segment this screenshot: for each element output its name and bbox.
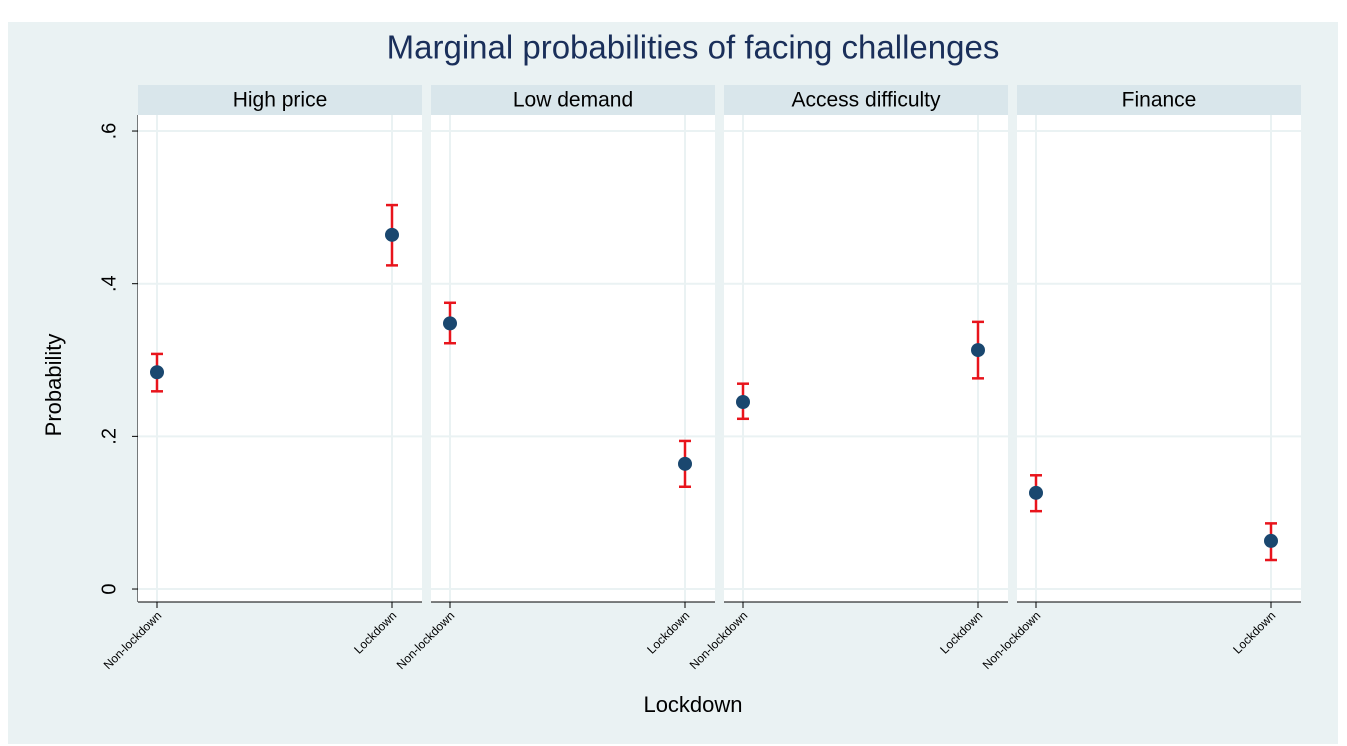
strip <box>1017 85 1301 115</box>
y-tick-label: 0 <box>98 583 120 594</box>
y-axis-title: Probability <box>41 334 66 437</box>
x-axis-title: Lockdown <box>643 692 742 717</box>
panel-title: High price <box>233 89 328 112</box>
point <box>443 316 457 331</box>
panel-title: Low demand <box>513 89 633 112</box>
point <box>736 395 750 410</box>
plot-area <box>724 115 1008 602</box>
y-tick-label: .4 <box>98 275 120 292</box>
point <box>971 343 985 358</box>
point <box>678 456 692 471</box>
plot-area <box>431 115 715 602</box>
y-tick-label: .2 <box>98 428 120 445</box>
point <box>1029 485 1043 500</box>
strip <box>724 85 1008 115</box>
panel-title: Finance <box>1122 89 1197 112</box>
strip <box>431 85 715 115</box>
plot-area <box>138 115 422 602</box>
plot-area <box>1017 115 1301 602</box>
point <box>385 227 399 242</box>
y-tick-label: .6 <box>98 123 120 140</box>
point <box>150 365 164 380</box>
point <box>1264 533 1278 548</box>
chart-title: Marginal probabilities of facing challen… <box>387 29 1000 66</box>
strip <box>138 85 422 115</box>
panel-title: Access difficulty <box>792 89 941 112</box>
